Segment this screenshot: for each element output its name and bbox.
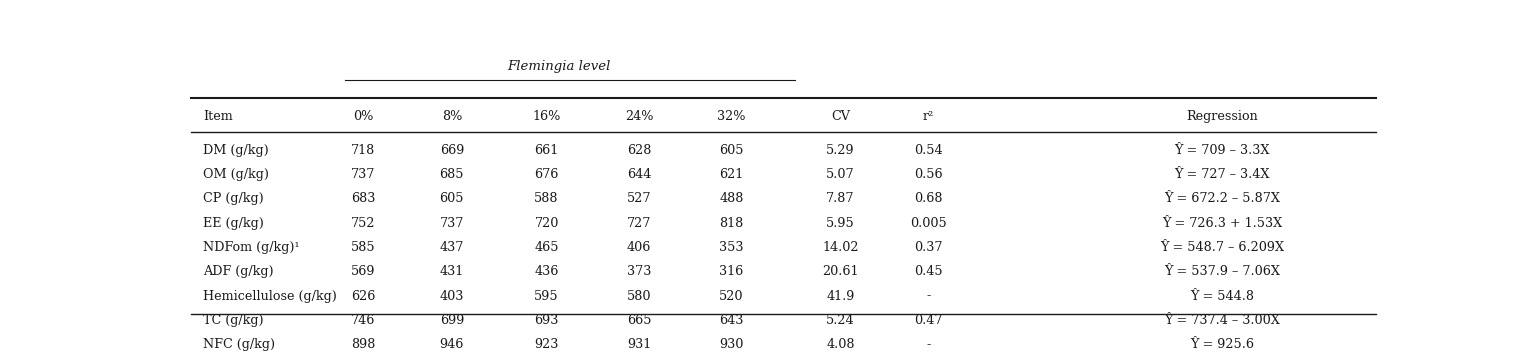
Text: 0.005: 0.005 [910, 217, 946, 230]
Text: 693: 693 [535, 314, 558, 327]
Text: 20.61: 20.61 [823, 265, 859, 278]
Text: 16%: 16% [532, 110, 561, 122]
Text: EE (g/kg): EE (g/kg) [203, 217, 265, 230]
Text: 720: 720 [535, 217, 558, 230]
Text: -: - [927, 290, 930, 303]
Text: 588: 588 [534, 193, 560, 205]
Text: 683: 683 [350, 193, 375, 205]
Text: ADF (g/kg): ADF (g/kg) [203, 265, 274, 278]
Text: 5.29: 5.29 [826, 144, 855, 157]
Text: 24%: 24% [625, 110, 653, 122]
Text: 0.68: 0.68 [914, 193, 942, 205]
Text: 585: 585 [350, 241, 375, 254]
Text: 644: 644 [627, 168, 651, 181]
Text: 626: 626 [350, 290, 375, 303]
Text: 8%: 8% [442, 110, 462, 122]
Text: Regression: Regression [1187, 110, 1258, 122]
Text: r²: r² [922, 110, 934, 122]
Text: 737: 737 [440, 217, 463, 230]
Text: 605: 605 [439, 193, 465, 205]
Text: CP (g/kg): CP (g/kg) [203, 193, 263, 205]
Text: Ŷ = 672.2 – 5.87X: Ŷ = 672.2 – 5.87X [1164, 193, 1280, 205]
Text: Flemingia level: Flemingia level [506, 60, 610, 73]
Text: 5.07: 5.07 [826, 168, 855, 181]
Text: 665: 665 [627, 314, 651, 327]
Text: Ŷ = 709 – 3.3X: Ŷ = 709 – 3.3X [1174, 144, 1269, 157]
Text: Ŷ = 925.6: Ŷ = 925.6 [1190, 338, 1254, 351]
Text: Ŷ = 727 – 3.4X: Ŷ = 727 – 3.4X [1174, 168, 1269, 181]
Text: Ŷ = 544.8: Ŷ = 544.8 [1190, 290, 1254, 303]
Text: 621: 621 [719, 168, 743, 181]
Text: 569: 569 [350, 265, 375, 278]
Text: 437: 437 [440, 241, 463, 254]
Text: 718: 718 [350, 144, 375, 157]
Text: -: - [927, 338, 930, 351]
Text: NFC (g/kg): NFC (g/kg) [203, 338, 275, 351]
Text: 0.54: 0.54 [914, 144, 942, 157]
Text: 488: 488 [719, 193, 743, 205]
Text: 520: 520 [719, 290, 743, 303]
Text: 669: 669 [440, 144, 463, 157]
Text: 7.87: 7.87 [826, 193, 855, 205]
Text: 431: 431 [440, 265, 463, 278]
Text: 661: 661 [535, 144, 558, 157]
Text: 931: 931 [627, 338, 651, 351]
Text: 353: 353 [719, 241, 743, 254]
Text: 5.24: 5.24 [826, 314, 855, 327]
Text: 0.37: 0.37 [914, 241, 942, 254]
Text: 0.47: 0.47 [914, 314, 942, 327]
Text: 32%: 32% [717, 110, 746, 122]
Text: 0.56: 0.56 [914, 168, 942, 181]
Text: 746: 746 [350, 314, 375, 327]
Text: 685: 685 [439, 168, 465, 181]
Text: NDFom (g/kg)¹: NDFom (g/kg)¹ [203, 241, 300, 254]
Text: 898: 898 [350, 338, 375, 351]
Text: 737: 737 [350, 168, 375, 181]
Text: 527: 527 [627, 193, 651, 205]
Text: Hemicellulose (g/kg): Hemicellulose (g/kg) [203, 290, 336, 303]
Text: 595: 595 [534, 290, 560, 303]
Text: 923: 923 [535, 338, 558, 351]
Text: 643: 643 [719, 314, 743, 327]
Text: OM (g/kg): OM (g/kg) [203, 168, 269, 181]
Text: 676: 676 [535, 168, 558, 181]
Text: 946: 946 [440, 338, 463, 351]
Text: 5.95: 5.95 [826, 217, 855, 230]
Text: 373: 373 [627, 265, 651, 278]
Text: Ŷ = 537.9 – 7.06X: Ŷ = 537.9 – 7.06X [1164, 265, 1280, 278]
Text: 752: 752 [350, 217, 375, 230]
Text: DM (g/kg): DM (g/kg) [203, 144, 269, 157]
Text: Ŷ = 548.7 – 6.209X: Ŷ = 548.7 – 6.209X [1161, 241, 1284, 254]
Text: 403: 403 [440, 290, 463, 303]
Text: Ŷ = 726.3 + 1.53X: Ŷ = 726.3 + 1.53X [1162, 217, 1283, 230]
Text: 465: 465 [534, 241, 560, 254]
Text: 628: 628 [627, 144, 651, 157]
Text: Item: Item [203, 110, 232, 122]
Text: 316: 316 [719, 265, 743, 278]
Text: 14.02: 14.02 [823, 241, 859, 254]
Text: Ŷ = 737.4 – 3.00X: Ŷ = 737.4 – 3.00X [1164, 314, 1280, 327]
Text: 580: 580 [627, 290, 651, 303]
Text: 930: 930 [719, 338, 743, 351]
Text: 727: 727 [627, 217, 651, 230]
Text: 4.08: 4.08 [826, 338, 855, 351]
Text: 0.45: 0.45 [914, 265, 942, 278]
Text: 818: 818 [719, 217, 743, 230]
Text: 406: 406 [627, 241, 651, 254]
Text: 0%: 0% [353, 110, 373, 122]
Text: TC (g/kg): TC (g/kg) [203, 314, 263, 327]
Text: 605: 605 [719, 144, 743, 157]
Text: 436: 436 [535, 265, 558, 278]
Text: CV: CV [830, 110, 850, 122]
Text: 41.9: 41.9 [826, 290, 855, 303]
Text: 699: 699 [440, 314, 463, 327]
